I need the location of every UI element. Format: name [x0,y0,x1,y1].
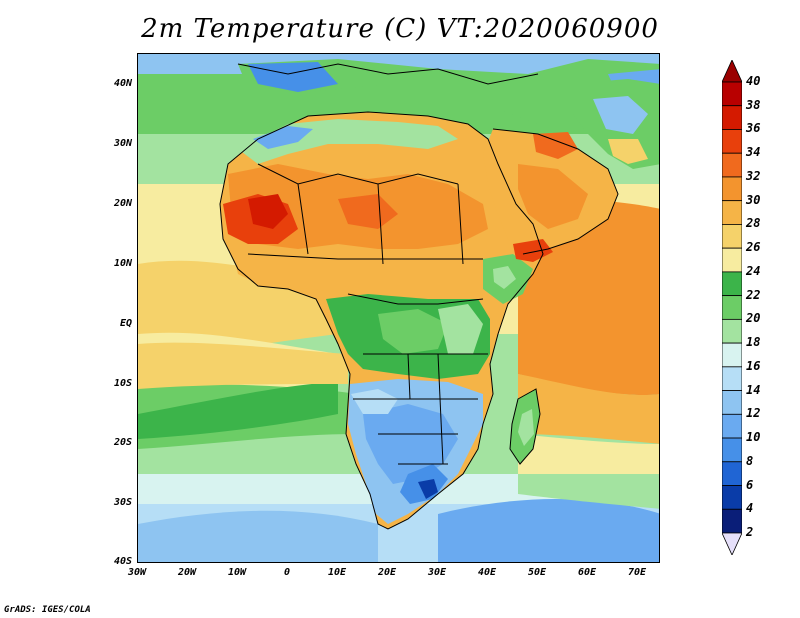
colorbar-segment [722,176,742,202]
lat-label-40S: 40S [113,556,132,567]
colorbar-label: 26 [746,240,761,255]
colorbar-label: 30 [746,192,761,207]
lon-label-20E: 20E [377,567,397,578]
colorbar-segment [722,224,742,249]
colorbar-segment [722,200,742,225]
colorbar-segment [722,437,742,463]
colorbar-label: 16 [746,358,761,373]
colorbar-label: 2 [746,525,754,539]
credit-text: GrADS: IGES/COLA [4,605,91,615]
lat-label-30S: 30S [113,497,132,508]
colorbar-segment [722,152,742,178]
colorbar-segment [722,318,742,344]
colorbar-label: 20 [746,311,761,326]
colorbar-segment [722,342,742,368]
map-title: 2m Temperature (C) VT:2020060900 [141,14,659,44]
colorbar-label: 8 [746,453,754,468]
lat-label-40N: 40N [113,78,132,89]
lon-label-30E: 30E [427,567,447,578]
colorbar-top-triangle [722,60,742,83]
colorbar-segment [722,508,742,534]
colorbar-label: 10 [746,430,761,445]
lon-label-70E: 70E [627,567,647,578]
colorbar-label: 18 [746,335,761,350]
colorbar-segment [722,366,742,391]
colorbar-segment [722,390,742,415]
colorbar-label: 22 [746,287,761,302]
colorbar-segment [722,129,742,154]
colorbar-label: 24 [746,263,761,278]
lon-label-20W: 20W [177,567,197,578]
colorbar-segment [722,295,742,320]
colorbar-label: 32 [746,168,761,183]
lat-label-EQ: EQ [119,318,132,329]
colorbar-label: 4 [746,501,754,516]
colorbar-segment [722,247,742,273]
lon-label-60E: 60E [577,567,597,578]
colorbar-segment [722,485,742,510]
colorbar-label: 40 [746,74,761,88]
colorbar-segment [722,105,742,130]
lat-label-30N: 30N [113,138,132,149]
lon-label-30W: 30W [127,567,147,578]
colorbar-segment [722,81,742,107]
colorbar-label: 14 [746,382,761,397]
colorbar-label: 34 [746,145,761,160]
lon-label-50E: 50E [527,567,547,578]
lat-label-20S: 20S [113,437,132,448]
colorbar-segment [722,461,742,486]
colorbar-label: 38 [746,97,761,112]
lat-label-10S: 10S [113,378,132,389]
colorbar-label: 28 [746,216,761,231]
colorbar [722,60,742,555]
lon-label-10E: 10E [327,567,347,578]
colorbar-label: 6 [746,477,754,492]
colorbar-segment [722,271,742,297]
lon-label-40E: 40E [477,567,497,578]
colorbar-bottom-triangle [722,532,742,555]
lat-label-10N: 10N [113,258,132,269]
lon-label-0: 0 [283,567,291,578]
lat-label-20N: 20N [113,198,132,209]
colorbar-label: 12 [746,406,761,421]
lon-label-10W: 10W [227,567,247,578]
colorbar-label: 36 [746,121,761,136]
colorbar-segment [722,413,742,439]
temperature-map [137,53,660,563]
